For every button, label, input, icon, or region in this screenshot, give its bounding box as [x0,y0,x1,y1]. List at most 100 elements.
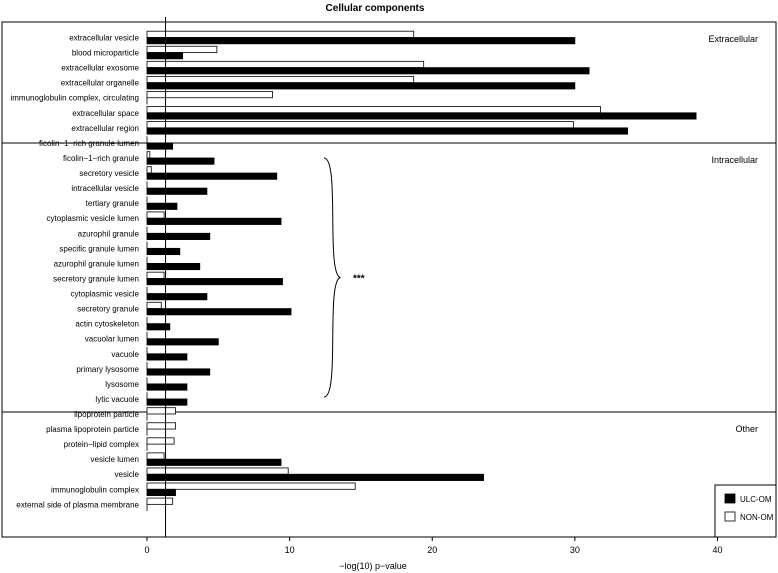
category-label: immunoglobulin complex [51,485,139,494]
category-labels: extracellular vesicle blood microparticle… [10,34,139,510]
x-tick-label: 10 [285,545,295,555]
category-label: specific granule lumen [59,244,139,253]
bar-non-om [146,497,174,505]
category-label: immunoglobulin complex, circulating [10,94,139,103]
category-label: primary lysosome [76,365,139,374]
bar-ulc-om [146,217,282,225]
category-label: tertiary granule [86,199,140,208]
panels: Extracellular Intracellular Other [1,21,777,538]
category-label: extracellular space [72,109,139,118]
bar-non-om [146,271,165,279]
category-label: plasma lipoprotein particle [46,425,139,434]
x-axis: 0 10 20 30 40 [144,537,722,555]
bar-non-om [146,121,574,129]
chart-title: Cellular components [326,3,425,14]
bar-non-om [146,452,165,460]
bar-ulc-om [146,488,176,496]
bar-ulc-om [146,473,484,481]
x-tick-label: 20 [427,545,437,555]
category-label: ficolin−1−rich granule [63,154,140,163]
category-label: cytoplasmic vesicle [71,290,140,299]
category-label: vesicle [115,470,140,479]
panel-label: Intracellular [711,155,758,165]
x-tick-label: 30 [570,545,580,555]
bar-ulc-om [146,338,219,346]
category-label: lytic vacuole [95,395,139,404]
bar-ulc-om [146,368,211,376]
category-label: protein−lipid complex [64,440,139,449]
bar-ulc-om [146,247,181,256]
bar-ulc-om [146,172,278,180]
bar-non-om [146,407,176,415]
bar-non-om [146,437,175,445]
category-label: blood microparticle [72,49,140,58]
bar-ulc-om [146,82,576,90]
bar-non-om [146,482,356,490]
category-label: ficolin−1−rich granule lumen [39,139,139,148]
category-label: vesicle lumen [91,455,139,464]
legend-label: NON-OM [740,513,774,522]
category-label: secretory vesicle [79,169,139,178]
bar-ulc-om [146,293,208,301]
panel-label: Extracellular [708,34,758,44]
bar-non-om [146,106,601,114]
bar-non-om [146,60,425,69]
bar-ulc-om [146,262,201,271]
significance-label: *** [353,274,365,285]
bar-non-om [146,151,151,159]
category-label: secretory granule [77,305,139,314]
legend-swatch [724,511,736,522]
category-label: vacuole [111,350,139,359]
bar-ulc-om [146,202,178,210]
bar-ulc-om [146,308,292,316]
category-label: lysosome [105,380,139,389]
bar-non-om [146,75,415,84]
bar-ulc-om [146,323,171,331]
bar-non-om [146,45,218,53]
x-tick-label: 0 [144,545,149,555]
category-label: azurophil granule [78,229,140,238]
bar-ulc-om [146,398,188,406]
bar-ulc-om [146,127,629,135]
bar-non-om [146,301,162,309]
x-tick-label: 40 [712,545,722,555]
bars [146,30,697,512]
bar-ulc-om [146,383,188,391]
panel-label: Other [735,424,758,434]
bar-non-om [146,422,176,430]
legend: ULC-OM NON-OM [714,484,777,538]
category-label: extracellular region [71,124,139,133]
bar-non-om [146,30,415,38]
category-label: vacuolar lumen [85,335,139,344]
legend-swatch [724,493,736,504]
bar-non-om [146,211,165,219]
bar-ulc-om [146,157,215,165]
bar-non-om [146,166,152,174]
category-label: extracellular vesicle [69,34,139,43]
category-label: external side of plasma membrane [16,500,139,509]
category-label: cytoplasmic vesicle lumen [47,214,139,223]
legend-frame [714,484,777,538]
bar-ulc-om [146,353,188,361]
category-label: extracellular exosome [61,64,139,73]
legend-label: ULC-OM [740,495,772,504]
panel-frame [1,411,777,538]
bar-ulc-om [146,232,211,240]
x-axis-label: −log(10) p−value [339,561,407,571]
bar-ulc-om [146,458,282,466]
bar-ulc-om [146,187,208,195]
category-label: lipoprotein particle [74,410,139,419]
significance-brace [323,157,342,398]
bar-ulc-om [146,52,184,60]
category-label: actin cytoskeleton [75,320,139,329]
bar-ulc-om [146,67,590,75]
bar-non-om [146,467,289,475]
bar-ulc-om [146,37,576,45]
bar-ulc-om [146,112,697,120]
bar-ulc-om [146,142,174,150]
category-label: intracellular vesicle [71,184,139,193]
category-label: secretory granule lumen [53,274,139,283]
bar-ulc-om [146,278,283,286]
bar-non-om [146,91,273,99]
category-label: azurophil granule lumen [54,259,139,268]
